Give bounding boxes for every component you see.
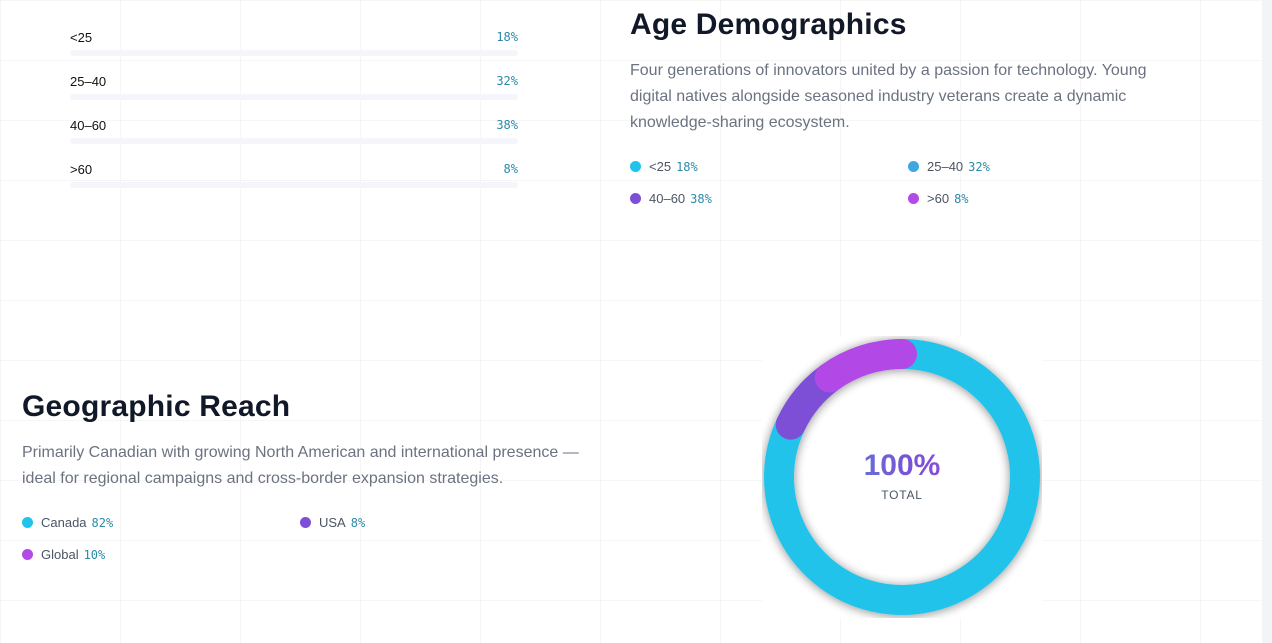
age-description: Four generations of innovators united by… <box>630 62 1147 131</box>
geo-donut-chart: 100% TOTAL <box>762 336 1042 618</box>
geo-title: Geographic Reach <box>22 390 291 423</box>
age-section: Age Demographics Four generations of inn… <box>630 8 1170 136</box>
legend-value: 38% <box>690 191 712 206</box>
donut-center-value: 100% <box>762 449 1042 483</box>
geo-legend-item: USA 8% <box>300 515 365 530</box>
geo-legend: Canada 82% USA 8% Global 10% <box>22 515 522 575</box>
age-legend-item: 25–40 32% <box>908 159 990 174</box>
age-bar-row: 40–60 38% <box>70 116 518 160</box>
donut-slice-global <box>814 339 917 393</box>
age-bar-track <box>70 50 518 56</box>
age-legend-item: >60 8% <box>908 191 969 206</box>
age-bar-list: <25 18% 25–40 32% 40–60 38% >60 8% <box>70 28 518 204</box>
age-title: Age Demographics <box>630 8 907 41</box>
legend-dot-icon <box>300 517 311 528</box>
age-bar-label: >60 <box>70 162 93 177</box>
age-bar-value: 38% <box>496 118 518 132</box>
legend-label: >60 <box>927 191 950 206</box>
age-bar-label: 25–40 <box>70 74 107 89</box>
age-legend-item: <25 18% <box>630 159 698 174</box>
legend-value: 8% <box>954 191 969 206</box>
legend-value: 10% <box>83 547 106 562</box>
legend-dot-icon <box>630 161 641 172</box>
legend-value: 8% <box>350 515 366 530</box>
donut-slice-canada <box>764 339 1040 615</box>
donut-center-label: TOTAL <box>881 488 923 502</box>
legend-label: Canada <box>41 515 87 530</box>
age-bar-track <box>70 182 518 188</box>
geo-legend-item: Canada 82% <box>22 515 113 530</box>
legend-dot-icon <box>908 193 919 204</box>
age-bar-value: 18% <box>496 30 518 44</box>
geo-section: Geographic Reach Primarily Canadian with… <box>22 390 582 492</box>
legend-dot-icon <box>22 517 33 528</box>
legend-dot-icon <box>630 193 641 204</box>
legend-label: <25 <box>649 159 672 174</box>
age-bar-label: 40–60 <box>70 118 107 133</box>
age-bar-row: 25–40 32% <box>70 72 518 116</box>
geo-legend-item: Global 10% <box>22 547 105 562</box>
age-bar-track <box>70 94 518 100</box>
geo-description: Primarily Canadian with growing North Am… <box>22 444 579 487</box>
legend-value: 82% <box>91 515 114 530</box>
age-legend: <25 18% 25–40 32% 40–60 38% >60 8% <box>630 159 1130 219</box>
age-legend-item: 40–60 38% <box>630 191 712 206</box>
age-bar-row: <25 18% <box>70 28 518 72</box>
legend-label: USA <box>319 515 346 530</box>
legend-value: 32% <box>968 159 990 174</box>
age-bar-track <box>70 138 518 144</box>
legend-label: Global <box>41 547 79 562</box>
age-bar-value: 8% <box>503 162 518 176</box>
donut-svg <box>764 339 1040 615</box>
legend-dot-icon <box>908 161 919 172</box>
age-bar-row: >60 8% <box>70 160 518 204</box>
legend-label: 40–60 <box>649 191 686 206</box>
page-right-edge <box>1262 0 1272 643</box>
age-bar-label: <25 <box>70 30 93 45</box>
legend-dot-icon <box>22 549 33 560</box>
legend-value: 18% <box>676 159 698 174</box>
age-bar-value: 32% <box>496 74 518 88</box>
legend-label: 25–40 <box>927 159 964 174</box>
